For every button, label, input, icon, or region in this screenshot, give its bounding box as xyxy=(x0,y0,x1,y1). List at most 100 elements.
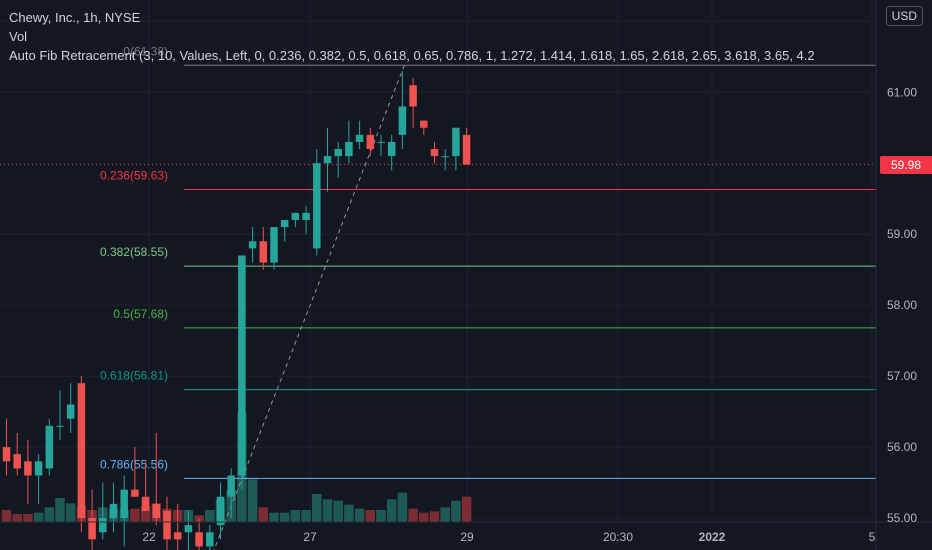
candle-body xyxy=(259,241,268,263)
volume-bar xyxy=(408,508,418,522)
candle-body xyxy=(398,106,407,135)
time-tick-label: 20:30 xyxy=(603,530,633,544)
volume-bar xyxy=(1,510,12,522)
candle-body xyxy=(377,141,385,143)
candle-body xyxy=(323,156,332,164)
volume-bar xyxy=(44,507,55,522)
candle-body xyxy=(313,163,321,249)
candle-body xyxy=(302,212,310,220)
candle-body xyxy=(45,425,54,469)
volume-bar xyxy=(301,510,311,522)
fib-level-label: 0.5(57.68) xyxy=(113,307,168,321)
indicator-label[interactable]: Auto Fib Retracement (3, 10, Values, Lef… xyxy=(9,48,815,63)
time-tick-label: 22 xyxy=(142,530,156,544)
candle-body xyxy=(206,532,214,547)
candle-body xyxy=(152,503,161,519)
price-tick-label: 57.00 xyxy=(887,369,917,383)
candle-body xyxy=(227,475,235,497)
volume-bar xyxy=(247,479,258,522)
volume-bar xyxy=(322,499,333,522)
volume-bar xyxy=(397,492,408,522)
candle-body xyxy=(462,134,471,165)
volume-bar xyxy=(65,503,76,522)
volume-bar xyxy=(258,507,269,522)
candle-body xyxy=(24,461,32,476)
volume-bar xyxy=(376,510,386,522)
volume-bar xyxy=(12,514,22,522)
candle-body xyxy=(409,85,417,107)
price-tick-label: 56.00 xyxy=(887,440,917,454)
candle-body xyxy=(34,461,43,476)
chart-legend: Chewy, Inc., 1h, NYSE Vol Auto Fib Retra… xyxy=(9,8,875,65)
candle-body xyxy=(334,149,342,157)
time-tick-label: 5 xyxy=(869,530,876,544)
candle-body xyxy=(238,255,246,476)
volume-bars xyxy=(1,412,472,522)
candle-body xyxy=(13,454,21,469)
candle-body xyxy=(387,141,396,157)
volume-bar xyxy=(440,507,450,522)
time-axis: 22 27 29 20:30 2022 5 xyxy=(142,530,875,544)
candle-body xyxy=(66,404,75,419)
candle-body xyxy=(441,156,449,158)
price-tick-label: 55.00 xyxy=(887,511,917,525)
candle-body xyxy=(56,425,64,427)
volume-bar xyxy=(429,511,440,522)
candle-body xyxy=(109,503,118,519)
candle-body xyxy=(131,489,139,497)
volume-bar xyxy=(344,504,354,522)
fib-level-label: 0(61.38) xyxy=(123,44,168,58)
candle-body xyxy=(452,127,460,157)
volume-bar xyxy=(365,510,376,522)
fib-retracement: 0(61.38) 0.236(59.63) 0.382(58.55) 0.5(57.6… xyxy=(100,44,876,479)
volume-bar xyxy=(23,514,33,522)
price-tick-label: 61.00 xyxy=(887,85,917,99)
candle-body xyxy=(270,227,278,263)
candle-body xyxy=(195,532,203,547)
volume-bar xyxy=(354,508,365,522)
volume-bar xyxy=(205,510,215,522)
fib-level-label: 0.382(58.55) xyxy=(100,245,168,259)
candle-body xyxy=(77,383,86,519)
price-tick-label: 59.00 xyxy=(887,227,917,241)
candle-body xyxy=(216,496,225,526)
volume-bar xyxy=(333,500,343,522)
fib-level-label: 0.618(56.81) xyxy=(100,369,168,383)
candle-body xyxy=(280,220,289,228)
time-tick-label: 2022 xyxy=(699,530,726,544)
volume-bar xyxy=(419,512,429,522)
candle-body xyxy=(99,518,107,533)
candle-body xyxy=(248,241,257,249)
fib-level-label: 0.786(55.56) xyxy=(100,457,168,471)
candle-body xyxy=(173,532,182,540)
candle-body xyxy=(366,134,375,150)
last-price-tag: 59.98 xyxy=(880,155,932,174)
volume-bar xyxy=(140,506,151,522)
volume-bar xyxy=(461,496,472,522)
fib-level-label: 0.236(59.63) xyxy=(100,168,168,182)
volume-bar xyxy=(33,512,44,522)
candle-body xyxy=(163,510,171,540)
candle-body xyxy=(184,525,193,533)
volume-bar xyxy=(290,510,301,522)
candle-body xyxy=(2,447,11,462)
price-tick-label: 58.00 xyxy=(887,298,917,312)
symbol-title[interactable]: Chewy, Inc., 1h, NYSE xyxy=(9,10,141,25)
volume-label[interactable]: Vol xyxy=(9,29,28,44)
candle-body xyxy=(141,496,150,511)
volume-bar xyxy=(386,499,397,522)
candle-body xyxy=(420,120,428,128)
time-tick-label: 29 xyxy=(460,530,474,544)
volume-bar xyxy=(312,494,322,522)
time-tick-label: 27 xyxy=(303,530,317,544)
candles xyxy=(2,70,471,550)
candle-body xyxy=(88,518,96,540)
candle-body xyxy=(430,149,439,157)
currency-button[interactable]: USD xyxy=(885,6,923,26)
chart-grid xyxy=(0,0,876,522)
candle-body xyxy=(345,141,353,157)
candle-body xyxy=(291,212,300,220)
volume-bar xyxy=(130,508,140,522)
